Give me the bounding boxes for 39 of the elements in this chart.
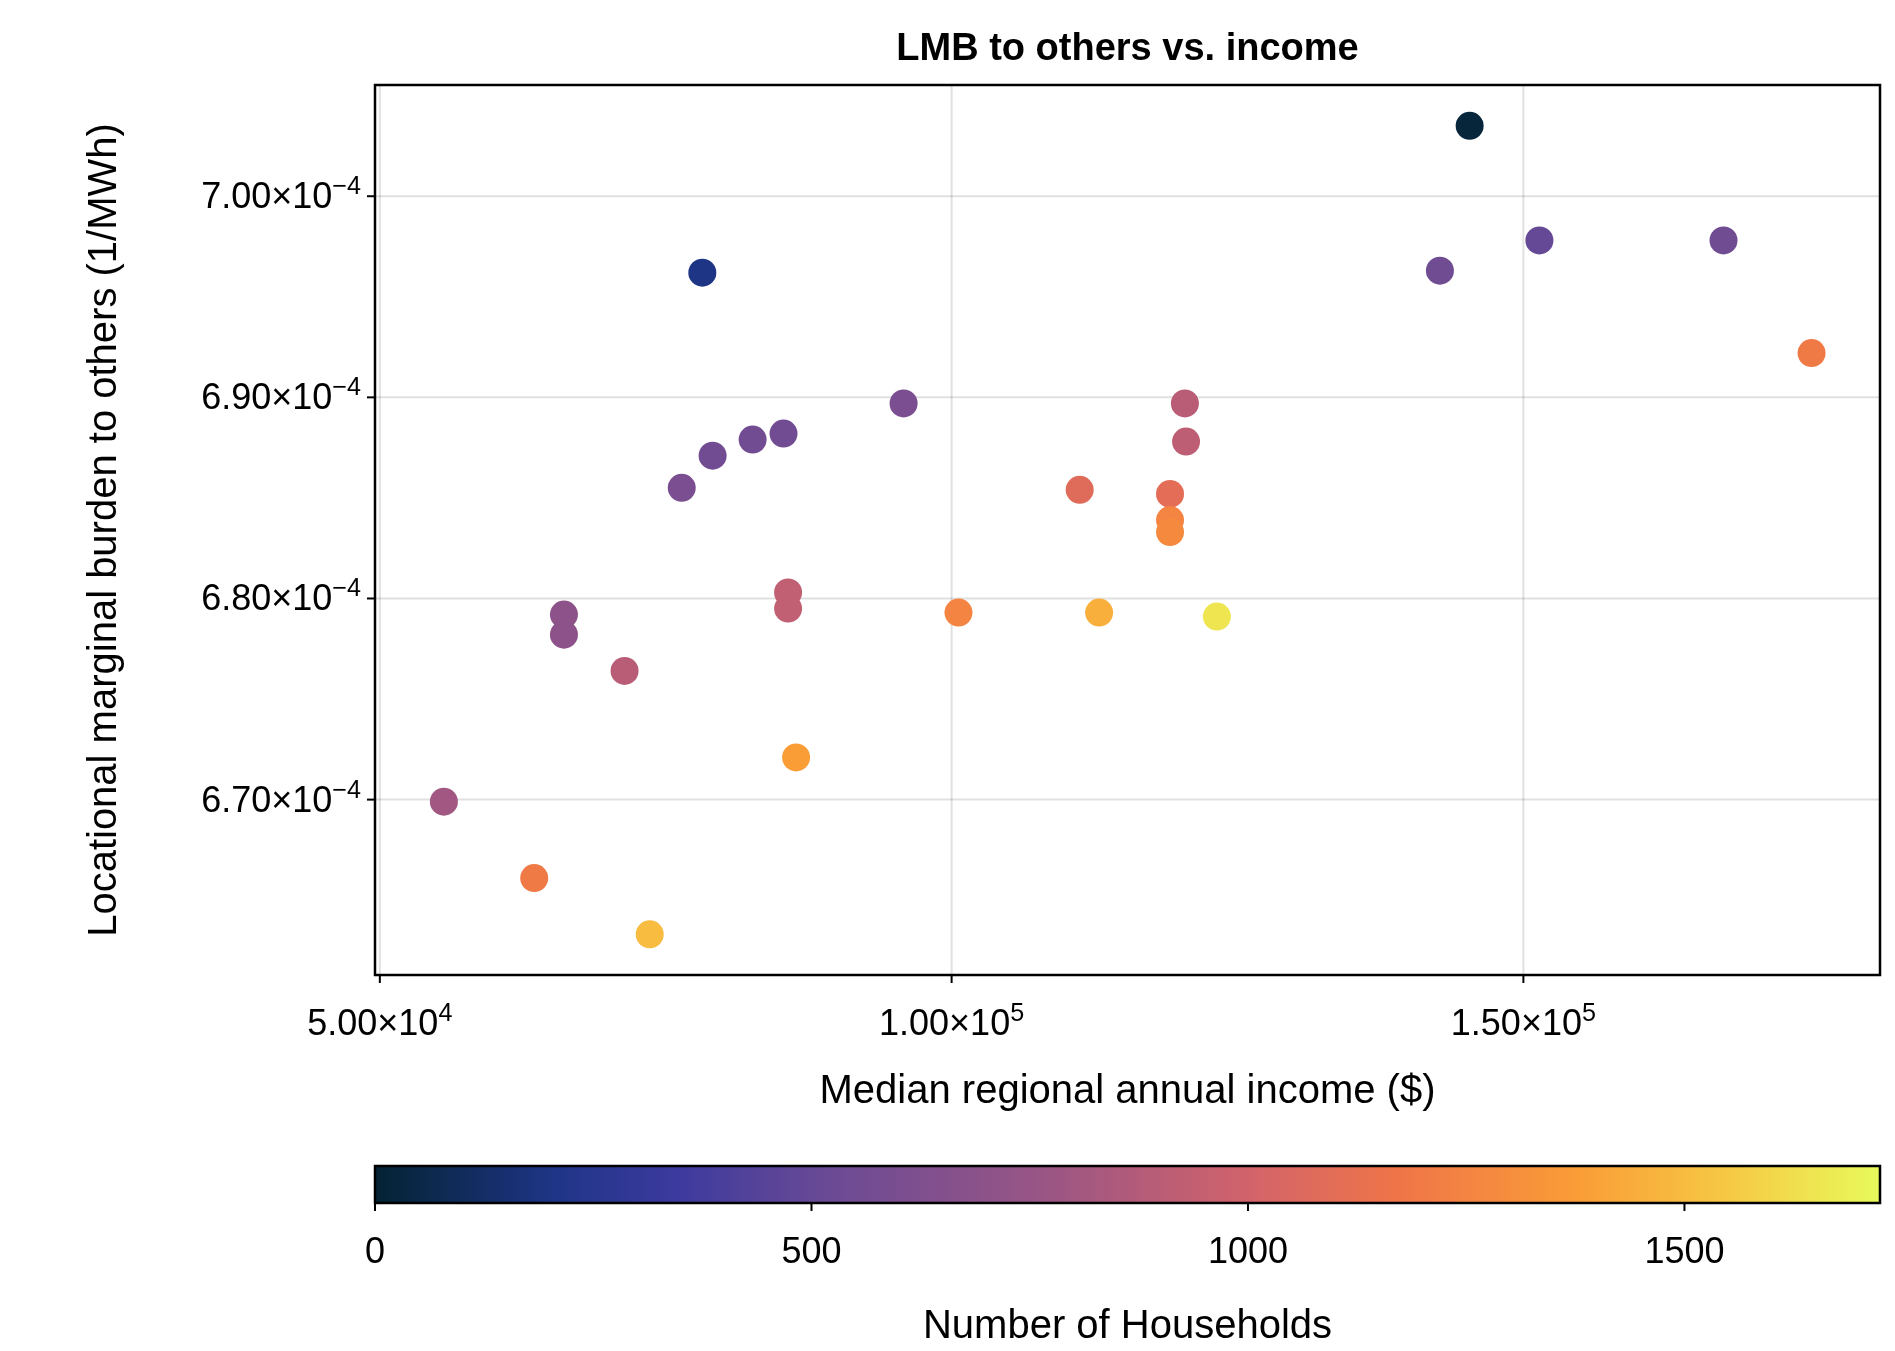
y-tick-label: 6.90×10$^{−4}$	[201, 372, 361, 418]
point	[889, 389, 918, 418]
point	[1172, 427, 1201, 456]
x-tick-label: 1.00×10$^{5}$	[879, 998, 1025, 1043]
color-bar-label: 0	[364, 1230, 386, 1271]
point	[635, 920, 664, 949]
point	[738, 425, 767, 454]
y-tick-label: 6.80×10$^{−4}$	[201, 573, 361, 619]
y-tick-label: 6.70×10$^{−4}$	[201, 774, 361, 820]
point	[610, 656, 639, 685]
point	[1170, 389, 1199, 418]
point	[1156, 518, 1185, 547]
point	[1425, 256, 1454, 285]
x-tick-label: 5.00×10$^{4}$	[307, 998, 453, 1043]
point	[688, 258, 717, 287]
point	[429, 787, 458, 816]
point	[667, 473, 696, 502]
point	[1709, 226, 1738, 255]
point	[1085, 598, 1114, 627]
point	[1156, 479, 1185, 508]
color-bar-title: Number of Households	[922, 1302, 1333, 1346]
point	[520, 864, 549, 893]
point	[698, 441, 727, 470]
color-bar-label: 1500	[1644, 1230, 1725, 1271]
point	[1797, 339, 1826, 368]
point	[944, 598, 973, 627]
x-axis-title: Median regional annual income ($)	[819, 1067, 1436, 1111]
chart-title: LMB to others vs. income	[896, 26, 1359, 68]
x-tick-label: 1.50×10$^{5}$	[1450, 998, 1596, 1043]
point	[1065, 475, 1094, 504]
point	[1202, 602, 1231, 631]
point	[1525, 226, 1554, 255]
y-tick-label: 7.00×10$^{−4}$	[201, 171, 361, 217]
color-bar-label: 1000	[1207, 1230, 1289, 1271]
y-axis-title: Locational marginal burden to others (1/MWh)	[80, 123, 124, 937]
point	[782, 743, 811, 772]
point	[1455, 111, 1484, 140]
point	[769, 419, 798, 448]
color-bar-label: 500	[781, 1230, 842, 1271]
